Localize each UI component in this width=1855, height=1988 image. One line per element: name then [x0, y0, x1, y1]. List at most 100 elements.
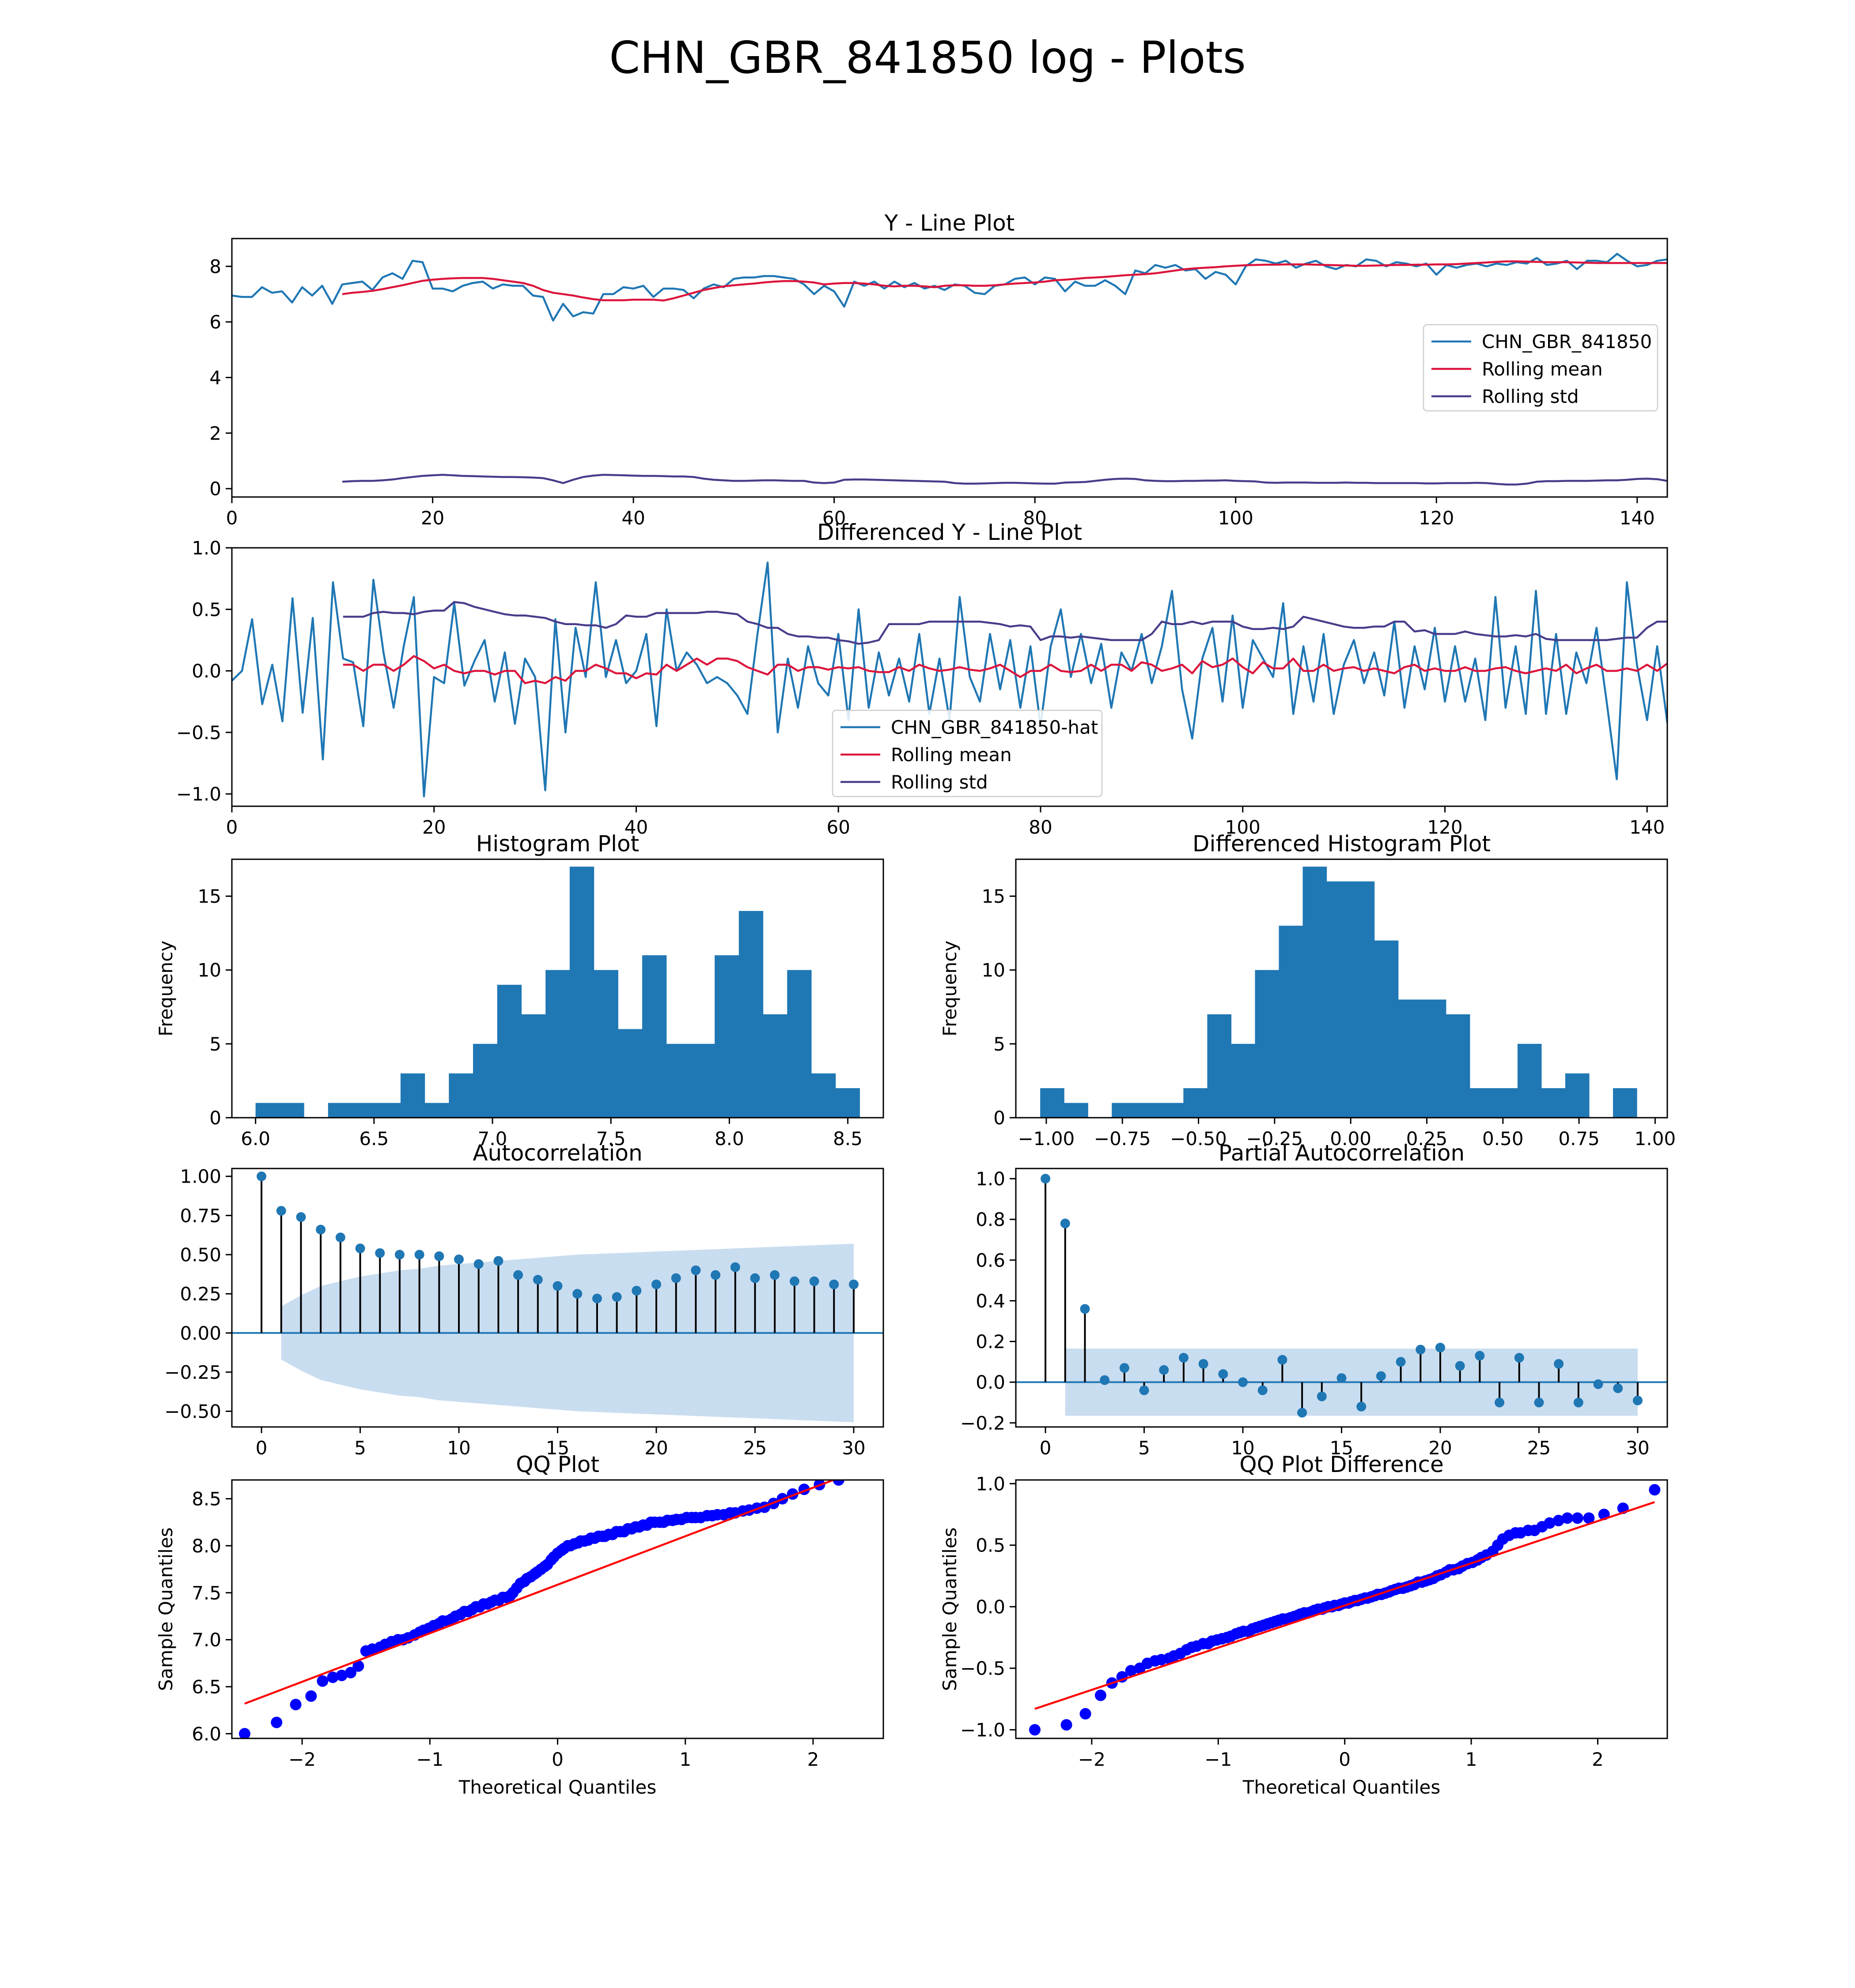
lag-marker — [355, 1243, 365, 1253]
axes-title: Differenced Histogram Plot — [1192, 831, 1491, 857]
histogram-bar — [449, 1073, 473, 1118]
y-axis-label: Sample Quantiles — [155, 1527, 177, 1691]
y-tick-label: 0 — [209, 478, 221, 500]
legend-entry: CHN_GBR_841850 — [1482, 331, 1652, 353]
lag-marker — [632, 1286, 642, 1296]
lag-marker — [848, 1279, 859, 1290]
lag-marker — [1613, 1383, 1623, 1393]
y-tick-label: −0.50 — [164, 1401, 221, 1423]
histogram-bar — [642, 955, 667, 1118]
histogram-bar — [1350, 881, 1375, 1118]
axes-frame — [1015, 858, 1668, 1119]
lag-marker — [1376, 1371, 1386, 1381]
y-tick-label: −0.5 — [960, 1658, 1005, 1679]
axes-title: Y - Line Plot — [884, 210, 1015, 236]
qq-point — [305, 1690, 317, 1702]
y-tick-label: −0.2 — [960, 1412, 1005, 1434]
y-tick-label: −0.25 — [164, 1362, 221, 1383]
lag-marker — [1277, 1354, 1287, 1365]
legend-entry: Rolling mean — [1482, 358, 1603, 380]
histogram-bar — [594, 970, 618, 1118]
lag-marker — [513, 1270, 523, 1280]
lag-marker — [1396, 1357, 1406, 1367]
histogram-bar — [1207, 1014, 1232, 1118]
lag-marker — [1495, 1397, 1505, 1408]
qq-points — [238, 1480, 844, 1738]
qq-point — [1094, 1689, 1106, 1701]
histogram-bar — [1613, 1088, 1637, 1118]
lag-marker — [1297, 1408, 1307, 1418]
axes-title: Partial Autocorrelation — [1219, 1140, 1465, 1166]
y-tick-label: 0.75 — [180, 1205, 221, 1226]
lag-marker — [454, 1254, 464, 1264]
x-tick-label: 1 — [1465, 1749, 1477, 1770]
lag-marker — [1573, 1397, 1583, 1408]
x-tick-label: 20 — [1428, 1437, 1452, 1459]
legend-entry: Rolling mean — [891, 744, 1012, 766]
x-tick-label: 0 — [552, 1749, 564, 1770]
histogram-bar — [1541, 1088, 1566, 1118]
lag-marker — [1514, 1353, 1524, 1363]
lag-marker — [276, 1206, 286, 1216]
y-tick-label: 7.0 — [192, 1629, 221, 1651]
qq-point — [1079, 1708, 1091, 1720]
qq-plot-difference: −2 −1 0 1 2 −1.0 −0.5 0.0 0.5 1.0 QQ Plot Differen… — [939, 1452, 1668, 1798]
x-tick-label: 0.25 — [1406, 1128, 1448, 1150]
y-tick-label: 6.0 — [192, 1723, 221, 1745]
x-tick-label: 40 — [625, 816, 648, 838]
y-tick-label: 0.25 — [180, 1283, 221, 1305]
axes-frame — [231, 547, 1668, 807]
x-tick-label: 60 — [827, 816, 850, 838]
y-tick-label: 0.6 — [976, 1249, 1005, 1271]
histogram-bar — [1493, 1088, 1518, 1118]
lag-marker — [770, 1270, 780, 1280]
series-line-chn-gbr-841850 — [232, 253, 1667, 322]
histogram-bar — [497, 985, 522, 1118]
x-tick-label: 20 — [421, 507, 444, 529]
y-tick-label: 1.00 — [180, 1166, 221, 1187]
histogram-bar — [690, 1043, 715, 1118]
x-tick-label: 25 — [743, 1437, 767, 1459]
x-axis-label: Theoretical Quantiles — [458, 1776, 657, 1798]
figure-title: CHN_GBR_841850 log - Plots — [609, 32, 1246, 83]
histogram-bar — [1422, 999, 1446, 1118]
lag-marker — [1198, 1359, 1208, 1369]
y-tick-label: 0.2 — [976, 1331, 1005, 1353]
histogram-bar — [1183, 1088, 1208, 1118]
y-tick-label: 6.5 — [192, 1676, 221, 1698]
histogram-bar — [618, 1029, 643, 1118]
axes-frame — [1015, 1479, 1668, 1739]
y-tick-label: 6 — [209, 311, 221, 333]
lag-marker — [750, 1273, 760, 1283]
qq-point — [317, 1675, 329, 1687]
qq-reference-line — [1034, 1501, 1655, 1710]
lag-marker — [1060, 1218, 1070, 1229]
x-tick-label: 2 — [1592, 1749, 1604, 1770]
histogram-bar — [376, 1103, 401, 1118]
histogram-bar — [521, 1014, 546, 1118]
axes-title: Autocorrelation — [473, 1140, 642, 1166]
series-line-chn-gbr-841850-hat — [232, 561, 1667, 797]
series-group — [232, 561, 1667, 797]
axes-title: Differenced Y - Line Plot — [817, 520, 1082, 545]
lag-marker — [257, 1171, 267, 1181]
y-tick-label: 4 — [209, 367, 221, 389]
x-tick-label: 30 — [842, 1437, 865, 1459]
axes-frame — [231, 858, 884, 1119]
y-tick-label: 0.0 — [976, 1596, 1005, 1618]
qq-plot: −2 −1 0 1 2 6.0 6.5 7.0 7.5 8.0 8.5 QQ Plot Theoreti… — [155, 1452, 884, 1798]
qq-point — [833, 1480, 844, 1486]
histogram-bar — [1255, 970, 1280, 1118]
x-tick-label: 40 — [621, 507, 645, 529]
histogram-bar — [666, 1043, 691, 1118]
qq-point — [1649, 1484, 1661, 1496]
histogram-bar — [1326, 881, 1351, 1118]
lag-marker — [296, 1212, 306, 1222]
y-tick-label: 8 — [209, 256, 221, 277]
x-tick-label: 7.5 — [596, 1128, 626, 1150]
differenced-histogram-plot: −1.00 −0.75 −0.50 −0.25 0.00 0.25 0.50 0.75 1.00… — [939, 831, 1676, 1150]
qq-points — [1029, 1484, 1661, 1736]
histogram-bar — [1446, 1014, 1470, 1118]
axes-title: QQ Plot Difference — [1239, 1452, 1444, 1477]
lag-marker — [1218, 1369, 1228, 1379]
